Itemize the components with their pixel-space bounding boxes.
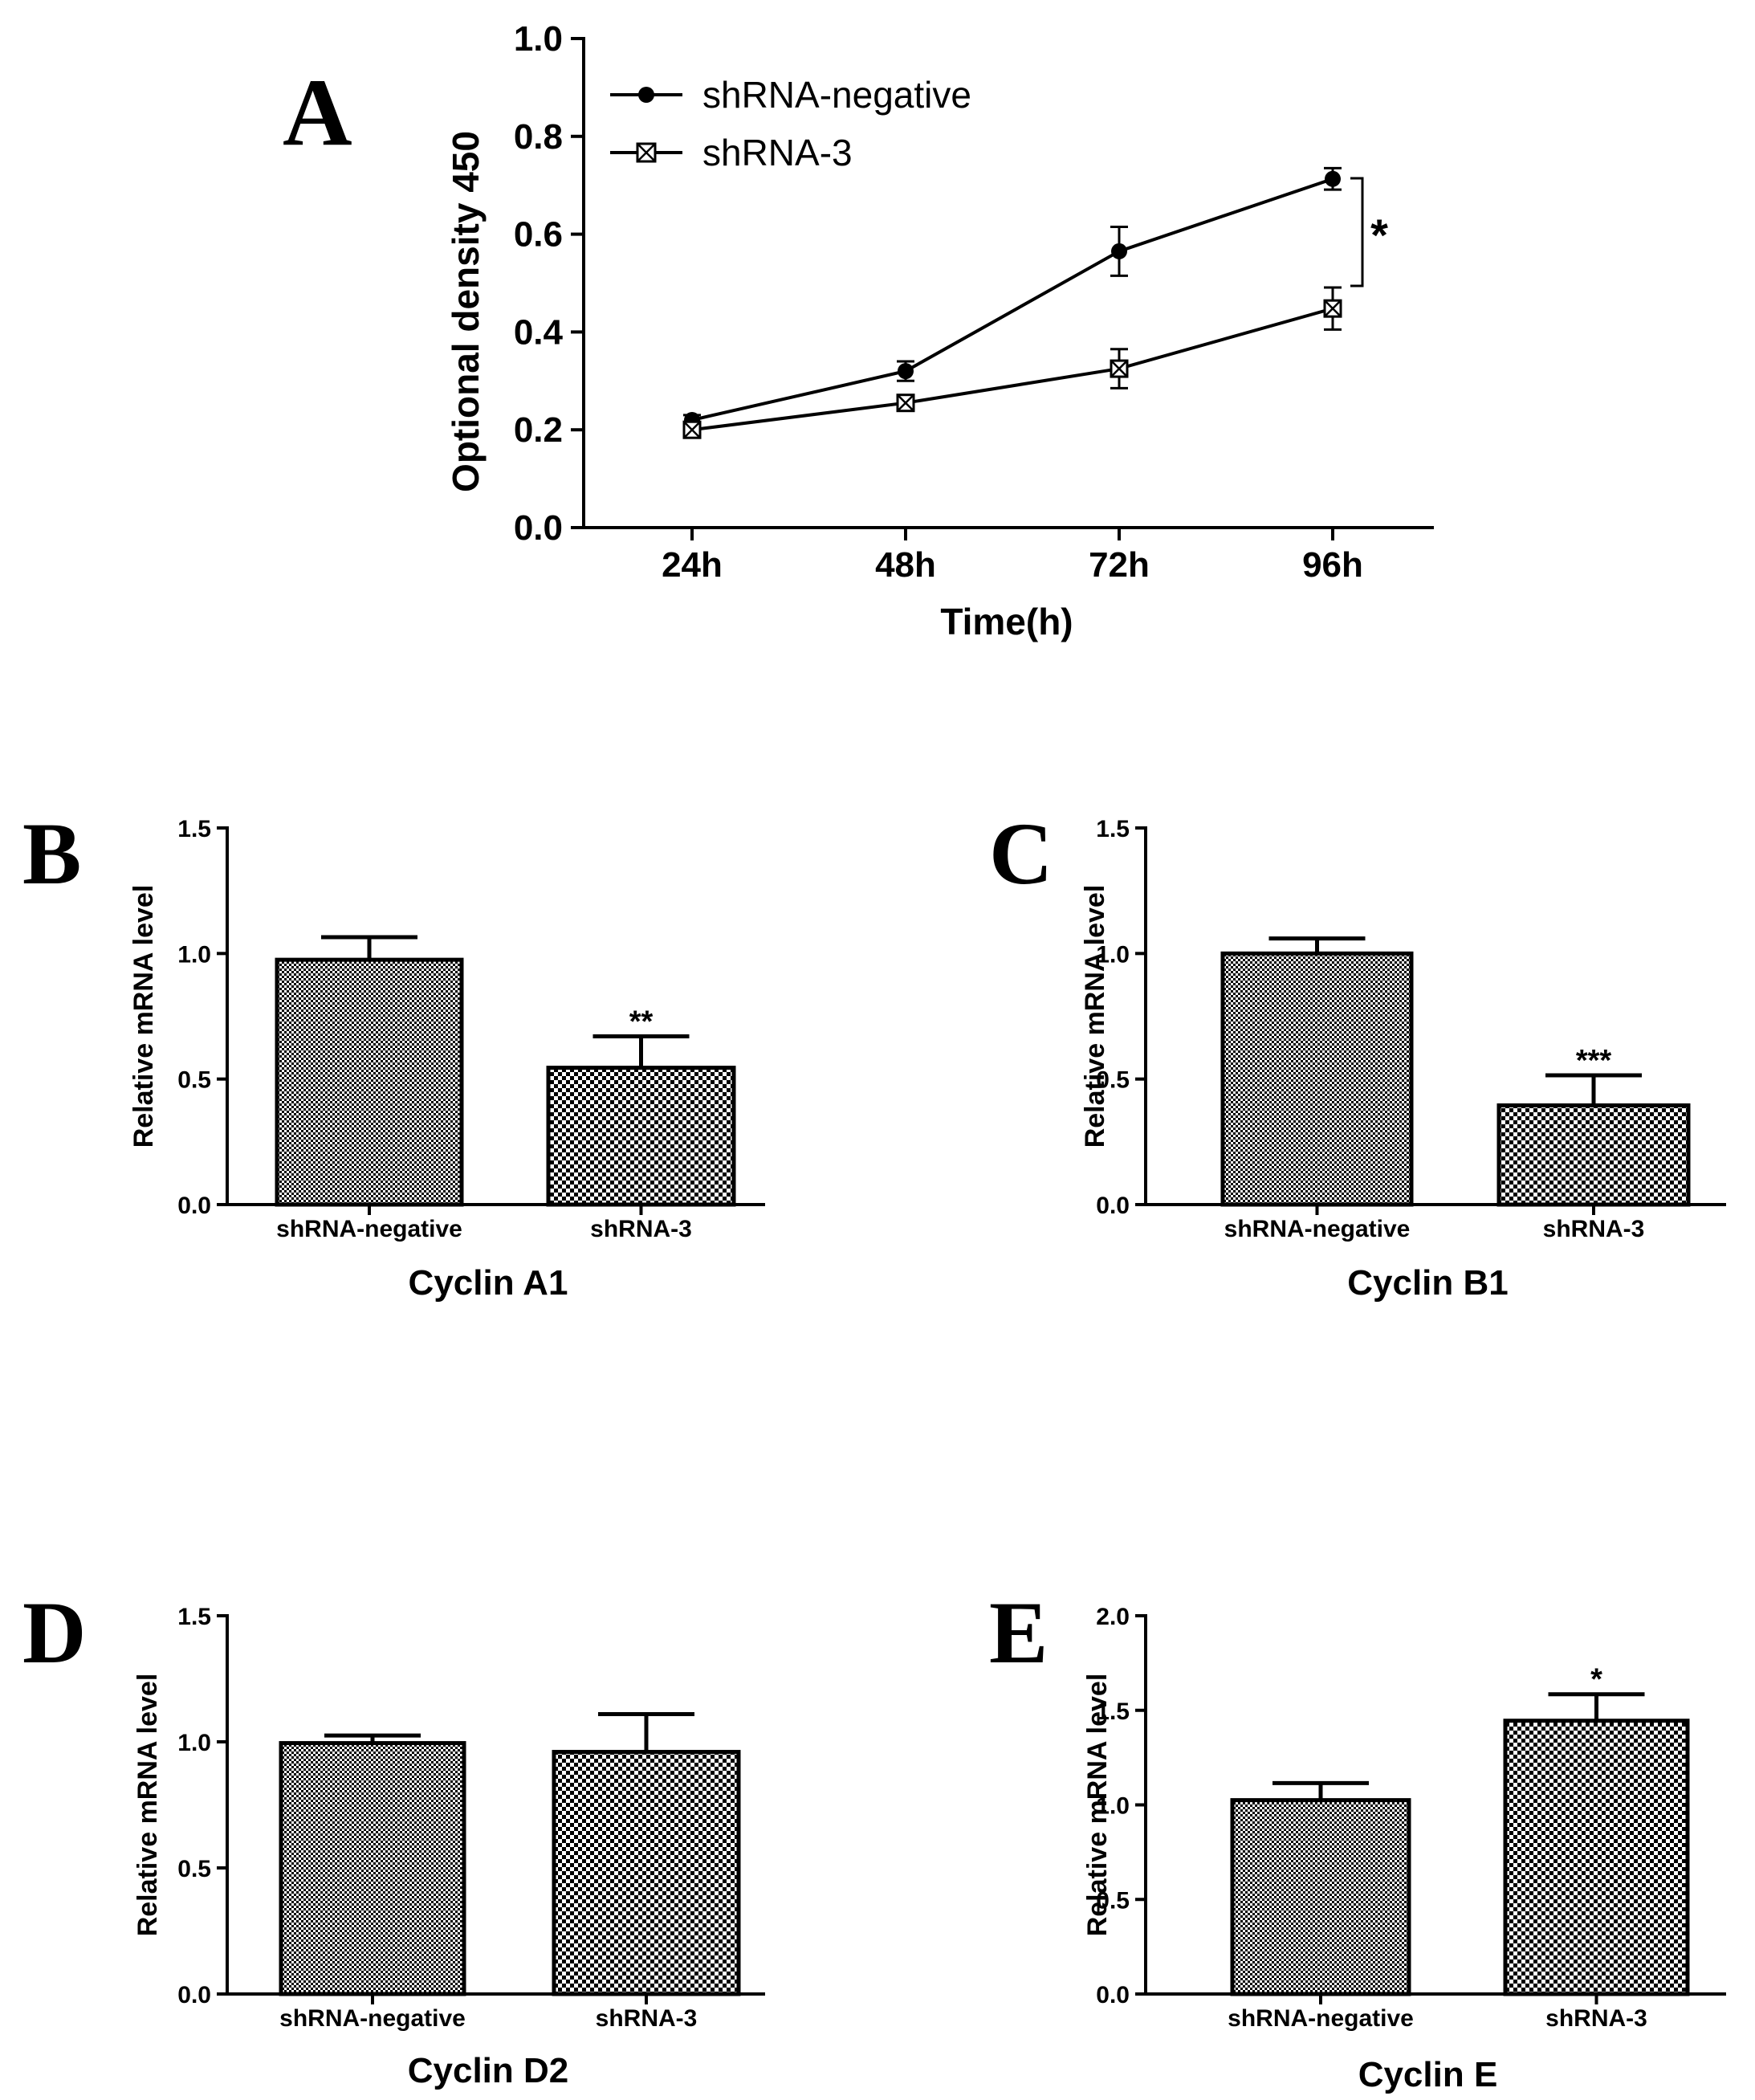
significance-mark: * <box>1370 210 1388 260</box>
legend-marker-shrna-negative <box>638 87 654 103</box>
data-point-cross <box>897 393 914 412</box>
bar-chart-panel-e: 0.0 0.5 1.0 1.5 2.0 Relative mRNA level shRNA-… <box>1082 1604 1726 2094</box>
y-tick-label: 1.0 <box>177 1730 211 1756</box>
y-tick-label: 2.0 <box>1096 1604 1130 1630</box>
y-tick-label: 0.0 <box>1096 1193 1130 1219</box>
bar-shrna-3 <box>1503 1719 1690 1996</box>
bar-chart-panel-d: 0.0 0.5 1.0 1.5 Relative mRNA level shRNA-neg… <box>132 1604 765 2090</box>
y-tick-label: 0.4 <box>514 312 564 352</box>
y-tick-label: 0.8 <box>514 117 563 157</box>
y-tick-label: 0.0 <box>1096 1982 1130 2008</box>
bar-chart-panel-b: 0.0 0.5 1.0 1.5 Relative mRNA level shRNA-neg… <box>128 816 765 1303</box>
x-tick-label: shRNA-3 <box>1545 2005 1647 2032</box>
x-axis-label: Time(h) <box>940 601 1073 642</box>
y-tick-label: 1.0 <box>177 941 211 968</box>
data-point <box>898 363 914 380</box>
y-axis-label: Relative mRNA level <box>1082 1674 1113 1937</box>
y-tick-label: 0.0 <box>514 508 563 548</box>
y-tick-label: 1.5 <box>1096 1698 1130 1725</box>
x-tick-label: 72h <box>1089 545 1150 585</box>
x-tick-label: shRNA-3 <box>596 2005 698 2032</box>
bar-shrna-negative <box>1220 951 1414 1207</box>
x-axis-label: Cyclin B1 <box>1347 1263 1509 1303</box>
panel-label-d: D <box>22 1584 86 1682</box>
significance-mark: *** <box>1576 1044 1612 1078</box>
x-axis-label: Cyclin E <box>1358 2055 1498 2094</box>
y-tick-label: 1.5 <box>1096 816 1130 842</box>
legend-marker-shrna-3 <box>636 142 657 163</box>
x-tick-label: shRNA-negative <box>279 2005 466 2032</box>
bar-shrna-3 <box>1496 1103 1691 1207</box>
y-tick-label: 0.5 <box>177 1856 211 1882</box>
data-point-cross <box>683 421 701 439</box>
data-point <box>1110 359 1129 378</box>
significance-mark: * <box>1590 1663 1602 1697</box>
series-line-shrna-negative <box>691 177 1334 422</box>
bar-shrna-negative <box>1230 1798 1411 1996</box>
significance-annotation: * <box>1350 177 1388 287</box>
panel-label-b: B <box>22 805 81 903</box>
x-tick-label: shRNA-negative <box>276 1216 462 1242</box>
y-tick-label: 1.5 <box>177 1604 211 1630</box>
data-point <box>1323 299 1342 318</box>
x-tick-label: shRNA-3 <box>1543 1216 1645 1242</box>
panel-label-a: A <box>283 59 352 165</box>
y-tick-label: 1.5 <box>177 816 211 842</box>
line-chart-panel-a: Optional density 450 Time(h) 0.00.20.40.… <box>445 19 1434 642</box>
legend: shRNA-negative shRNA-3 <box>610 74 971 173</box>
bar-chart-panel-c: 0.0 0.5 1.0 1.5 Relative mRNA level shRNA-neg… <box>1080 816 1726 1303</box>
axes: 0.0 0.2 0.4 0.6 0.8 1.0 24h 48h 72h 96h <box>514 19 1434 585</box>
y-tick-label: 0.5 <box>1096 1887 1130 1914</box>
y-tick-label: 0.6 <box>514 215 563 255</box>
data-point-cross <box>1324 300 1342 318</box>
y-axis-label: Relative mRNA level <box>128 885 159 1148</box>
y-tick-label: 0.5 <box>177 1067 211 1094</box>
bar-shrna-3 <box>552 1750 741 1996</box>
legend-label-shrna-negative: shRNA-negative <box>702 74 971 116</box>
y-tick-label: 0.0 <box>177 1982 211 2008</box>
y-tick-label: 0.0 <box>177 1193 211 1219</box>
x-tick-label: 24h <box>662 545 723 585</box>
x-tick-label: shRNA-negative <box>1228 2005 1414 2032</box>
data-point <box>1325 170 1341 187</box>
panel-label-e: E <box>989 1584 1048 1682</box>
significance-mark: ** <box>629 1005 654 1039</box>
data-point <box>1111 243 1127 259</box>
y-tick-label: 1.0 <box>514 19 563 59</box>
panel-label-c: C <box>989 805 1053 903</box>
y-tick-label: 0.2 <box>514 410 563 450</box>
data-point <box>896 393 915 413</box>
series-line-shrna-3 <box>691 307 1334 432</box>
bar-shrna-negative <box>279 1741 466 1996</box>
bar-shrna-negative <box>275 957 464 1207</box>
series-shrna-negative <box>683 166 1342 429</box>
data-series <box>682 166 1342 439</box>
x-tick-label: shRNA-negative <box>1224 1216 1411 1242</box>
significance-bracket <box>1350 177 1364 287</box>
y-tick-label: 0.5 <box>1096 1067 1130 1094</box>
y-axis-label: Optional density 450 <box>445 131 487 492</box>
y-tick-label: 1.0 <box>1096 941 1130 968</box>
x-axis-label: Cyclin A1 <box>409 1263 568 1303</box>
y-axis-label: Relative mRNA level <box>1080 885 1110 1148</box>
x-axis-label: Cyclin D2 <box>408 2051 569 2090</box>
data-point-cross <box>1110 360 1128 377</box>
series-shrna-3 <box>682 286 1342 439</box>
y-axis-label: Relative mRNA level <box>132 1674 163 1937</box>
legend-label-shrna-3: shRNA-3 <box>702 132 853 173</box>
x-tick-label: 96h <box>1302 545 1363 585</box>
y-tick-label: 1.0 <box>1096 1793 1130 1820</box>
x-tick-label: shRNA-3 <box>590 1216 692 1242</box>
bar-shrna-3 <box>546 1066 736 1207</box>
data-point <box>682 420 702 439</box>
x-tick-label: 48h <box>875 545 936 585</box>
